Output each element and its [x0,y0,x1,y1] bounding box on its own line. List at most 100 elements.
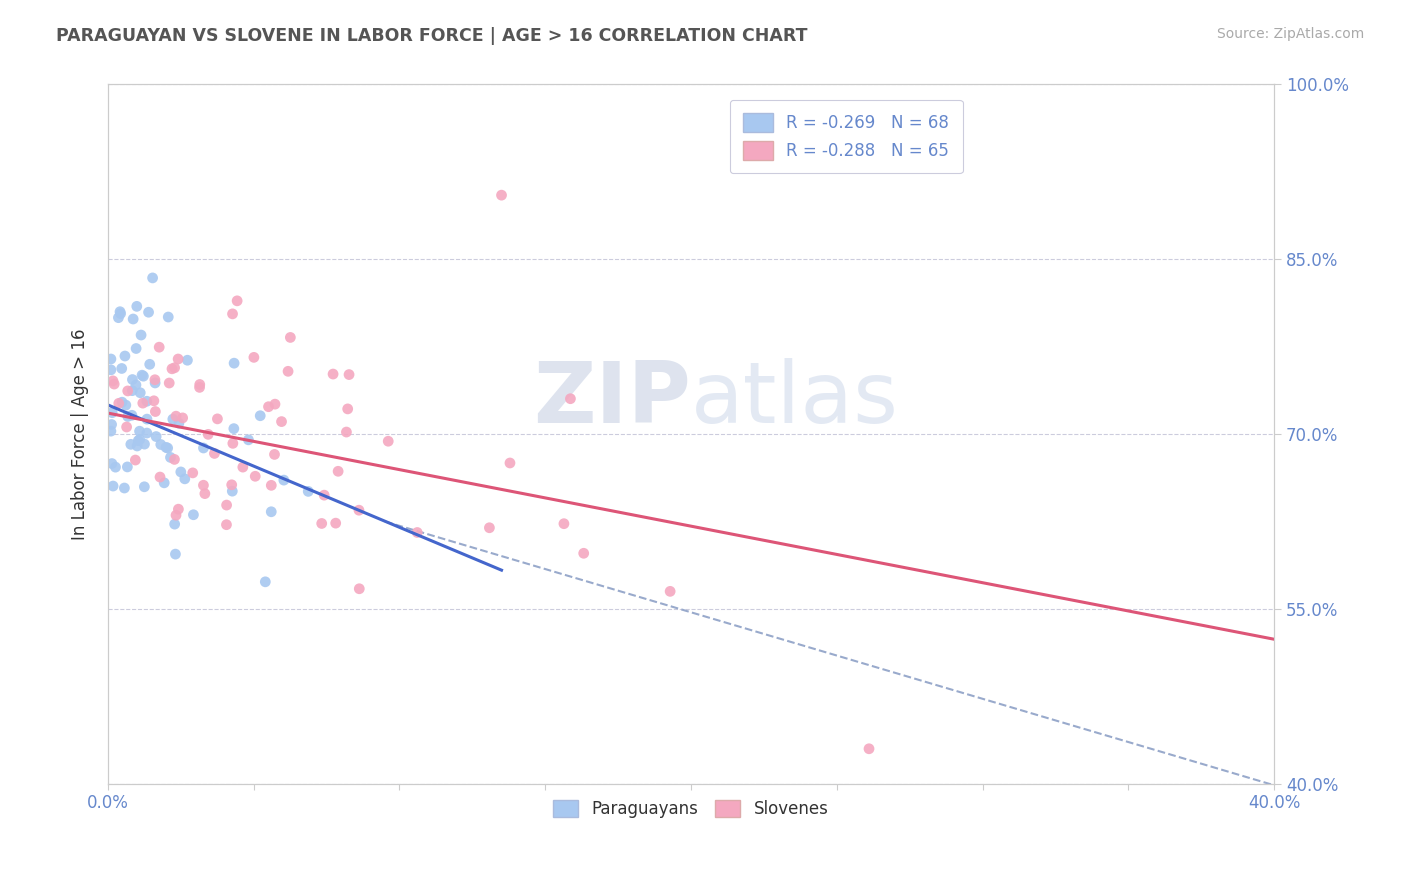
Point [138,357,160,371]
Legend: Paraguayans, Slovenes: Paraguayans, Slovenes [547,793,835,824]
Point [100,351,122,366]
Point [659,584,682,599]
Point [103,377,125,392]
Point [125,342,148,356]
Point [197,427,219,442]
Point [297,484,319,499]
Point [325,516,347,530]
Point [254,574,277,589]
Point [155,441,177,455]
Point [131,368,153,383]
Point [134,437,156,451]
Point [347,503,370,517]
Point [257,400,280,414]
Point [124,453,146,467]
Point [153,475,176,490]
Point [167,416,190,430]
Point [112,481,135,495]
Point [215,517,238,532]
Point [553,516,575,531]
Point [121,373,143,387]
Point [221,484,243,499]
Point [311,516,333,531]
Point [107,310,129,325]
Point [336,401,359,416]
Point [115,420,138,434]
Point [193,441,215,455]
Point [142,393,165,408]
Point [165,508,187,523]
Point [478,521,501,535]
Point [207,412,229,426]
Point [159,450,181,465]
Point [163,517,186,532]
Point [172,410,194,425]
Point [572,546,595,560]
Point [117,459,139,474]
Point [243,351,266,365]
Point [107,396,129,410]
Point [270,415,292,429]
Point [108,304,131,318]
Point [114,349,136,363]
Point [245,469,267,483]
Point [499,456,522,470]
Point [101,406,124,420]
Point [143,373,166,387]
Text: atlas: atlas [690,358,898,441]
Point [149,470,172,484]
Point [129,385,152,400]
Point [183,508,205,522]
Point [110,307,132,321]
Point [111,361,134,376]
Point [264,397,287,411]
Point [136,412,159,426]
Point [143,376,166,390]
Point [204,446,226,460]
Point [134,480,156,494]
Point [326,464,349,478]
Point [157,376,180,390]
Point [221,307,243,321]
Point [167,502,190,516]
Point [221,478,243,492]
Point [249,409,271,423]
Point [238,433,260,447]
Point [165,547,187,561]
Point [100,424,122,438]
Point [101,479,124,493]
Point [260,505,283,519]
Point [193,478,215,492]
Point [406,525,429,540]
Point [260,478,283,492]
Point [129,328,152,343]
Point [491,188,513,202]
Point [215,498,238,512]
Point [858,741,880,756]
Point [100,363,122,377]
Point [142,271,165,285]
Point [377,434,399,449]
Point [132,396,155,410]
Point [188,380,211,394]
Point [176,353,198,368]
Point [173,472,195,486]
Point [156,441,179,455]
Point [132,369,155,384]
Point [128,433,150,447]
Point [120,437,142,451]
Point [273,473,295,487]
Point [111,395,134,409]
Y-axis label: In Labor Force | Age > 16: In Labor Force | Age > 16 [72,328,89,540]
Point [181,466,204,480]
Point [337,368,360,382]
Point [121,384,143,398]
Point [104,460,127,475]
Point [349,582,371,596]
Point [138,305,160,319]
Point [163,452,186,467]
Point [100,417,122,432]
Point [135,394,157,409]
Text: PARAGUAYAN VS SLOVENE IN LABOR FORCE | AGE > 16 CORRELATION CHART: PARAGUAYAN VS SLOVENE IN LABOR FORCE | A… [56,27,807,45]
Point [162,412,184,426]
